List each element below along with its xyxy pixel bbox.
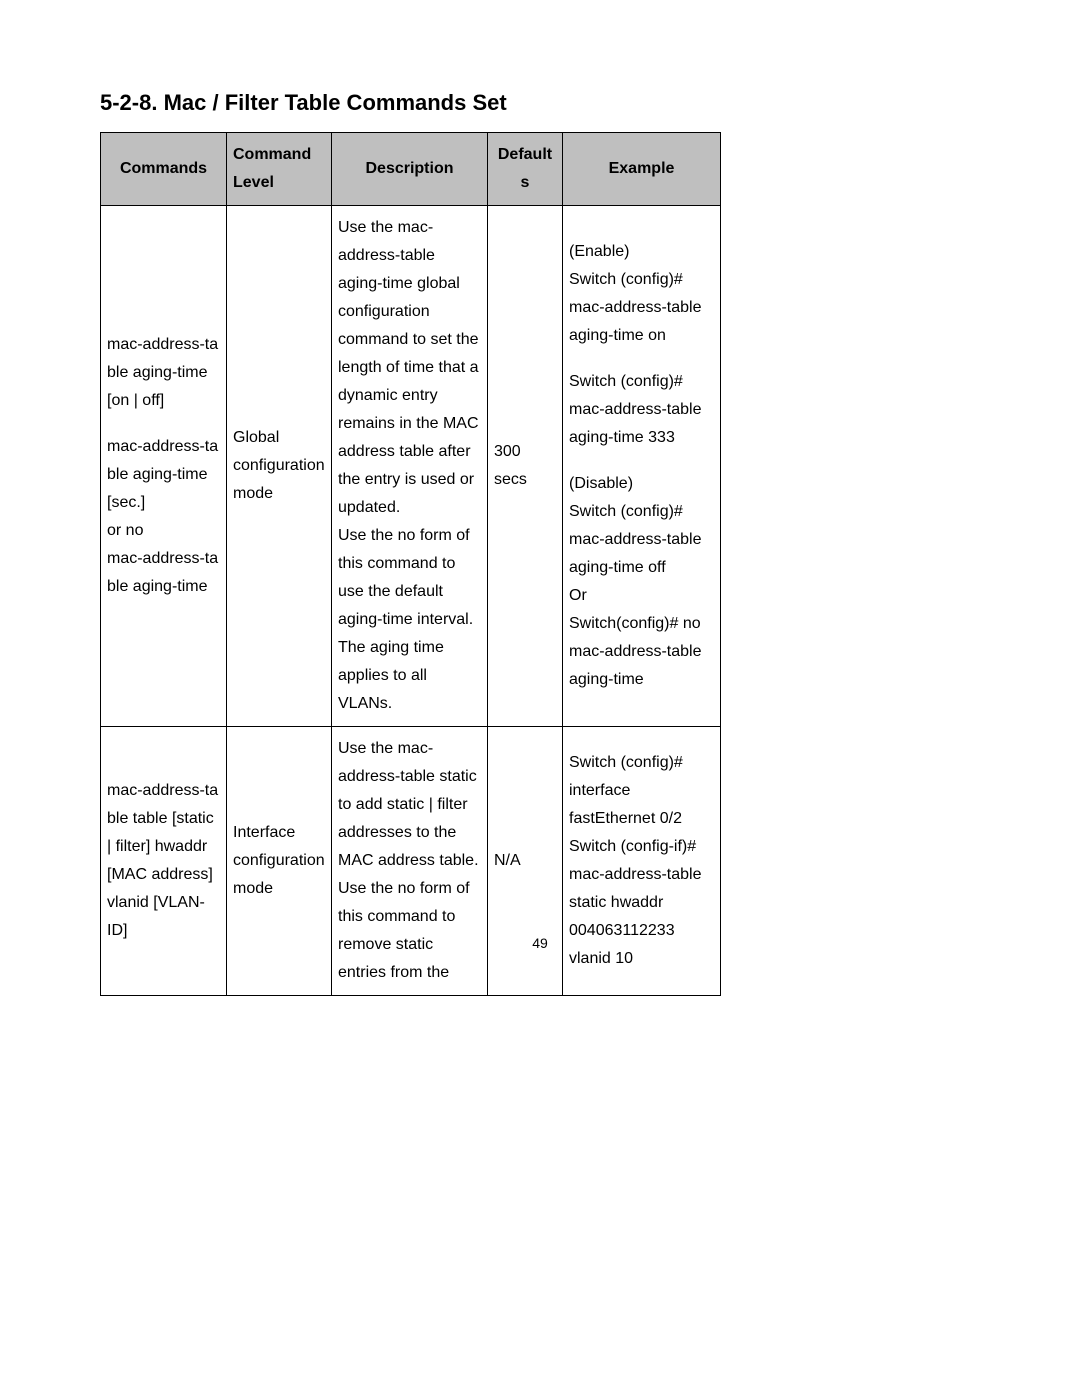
- commands-block: mac-address-table aging-time[sec.]or nom…: [107, 433, 220, 601]
- commands-block: mac-address-table aging-time[on | off]: [107, 331, 220, 415]
- col-header-commands: Commands: [101, 133, 227, 206]
- table-header-row: Commands Command Level Description Defau…: [101, 133, 721, 206]
- cell-example: Switch (config)# interface fastEthernet …: [563, 727, 721, 996]
- cell-commands: mac-address-table table [static | filter…: [101, 727, 227, 996]
- example-block: (Disable)Switch (config)# mac-address-ta…: [569, 470, 714, 694]
- cell-defaults: 300 secs: [488, 206, 563, 727]
- table-row: mac-address-table table [static | filter…: [101, 727, 721, 996]
- cell-level: Interface configuration mode: [227, 727, 332, 996]
- cell-description: Use the mac-address-table aging-time glo…: [332, 206, 488, 727]
- commands-block: mac-address-table table [static | filter…: [107, 777, 220, 945]
- section-heading: 5-2-8. Mac / Filter Table Commands Set: [100, 90, 980, 116]
- col-header-defaults: Defaults: [488, 133, 563, 206]
- col-header-level: Command Level: [227, 133, 332, 206]
- col-header-example: Example: [563, 133, 721, 206]
- page-number: 49: [0, 935, 1080, 951]
- cell-defaults: N/A: [488, 727, 563, 996]
- table-row: mac-address-table aging-time[on | off] ma…: [101, 206, 721, 727]
- table-body: mac-address-table aging-time[on | off] ma…: [101, 206, 721, 996]
- example-block: Switch (config)# mac-address-table aging…: [569, 368, 714, 452]
- example-block: (Enable)Switch (config)# mac-address-tab…: [569, 238, 714, 350]
- cell-example: (Enable)Switch (config)# mac-address-tab…: [563, 206, 721, 727]
- cell-level: Global configuration mode: [227, 206, 332, 727]
- col-header-description: Description: [332, 133, 488, 206]
- cell-commands: mac-address-table aging-time[on | off] ma…: [101, 206, 227, 727]
- commands-table: Commands Command Level Description Defau…: [100, 132, 721, 996]
- cell-description: Use the mac-address-table static to add …: [332, 727, 488, 996]
